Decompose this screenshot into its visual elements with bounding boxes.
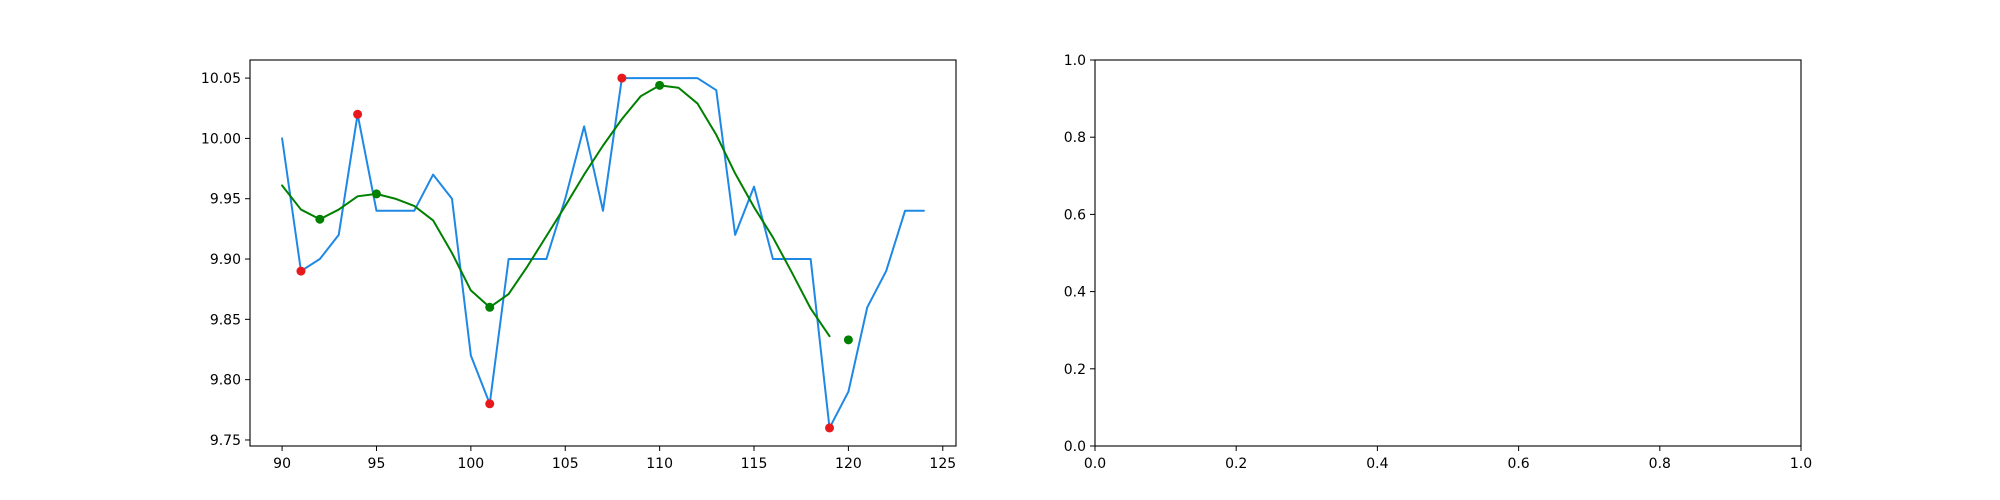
right-axes: 0.0 0.2 0.4 0.6 0.8 1.0 0.0 0.2 0.4 0.6 0.8 1.0 (1064, 53, 1812, 472)
x-tick-label: 1.0 (1790, 456, 1812, 472)
plot-area (281, 73, 925, 433)
scatter-point-2-3 (617, 73, 627, 83)
x-tick-label: 125 (929, 456, 956, 472)
y-tick-label: 9.85 (210, 312, 241, 328)
y-tick-label: 10.05 (201, 71, 241, 87)
scatter-point-2-4 (825, 423, 835, 433)
y-tick-label: 0.6 (1064, 207, 1086, 223)
x-tick-label: 0.6 (1507, 456, 1529, 472)
y-tick-label: 9.75 (210, 433, 241, 449)
x-tick-label: 120 (835, 456, 862, 472)
y-tick-label: 9.95 (210, 192, 241, 208)
x-tick-label: 95 (368, 456, 386, 472)
y-tick-label: 0.8 (1064, 130, 1086, 146)
scatter-point-3-0 (315, 214, 325, 224)
x-tick-label: 90 (273, 456, 291, 472)
x-tick-label: 110 (646, 456, 673, 472)
scatter-point-2-1 (353, 109, 363, 119)
x-tick-label: 105 (552, 456, 579, 472)
y-tick-label: 9.80 (210, 373, 241, 389)
y-tick-label: 0.4 (1064, 285, 1086, 301)
y-tick-label: 9.90 (210, 252, 241, 268)
x-tick-label: 0.4 (1366, 456, 1388, 472)
x-tick-label: 115 (741, 456, 768, 472)
left-axes: 90 95 100 105 110 115 120 125 9.75 9.80 9.85 9.90 9.… (201, 59, 957, 472)
scatter-point-2-0 (296, 266, 306, 276)
scatter-point-3-4 (843, 335, 853, 345)
y-tick-label: 1.0 (1064, 53, 1086, 69)
scatter-point-3-3 (655, 80, 665, 90)
scatter-point-3-2 (485, 302, 495, 312)
x-tick-label: 0.0 (1084, 456, 1106, 472)
axes-frame (1094, 59, 1802, 447)
series-line-0 (281, 77, 925, 429)
y-tick-label: 0.0 (1064, 439, 1086, 455)
scatter-point-2-2 (485, 399, 495, 409)
axes-frame (249, 59, 957, 447)
x-tick-label: 0.8 (1649, 456, 1671, 472)
y-tick-label: 10.00 (201, 131, 241, 147)
y-tick-label: 0.2 (1064, 362, 1086, 378)
x-tick-label: 0.2 (1225, 456, 1247, 472)
x-tick-label: 100 (457, 456, 484, 472)
scatter-point-3-1 (371, 189, 381, 199)
